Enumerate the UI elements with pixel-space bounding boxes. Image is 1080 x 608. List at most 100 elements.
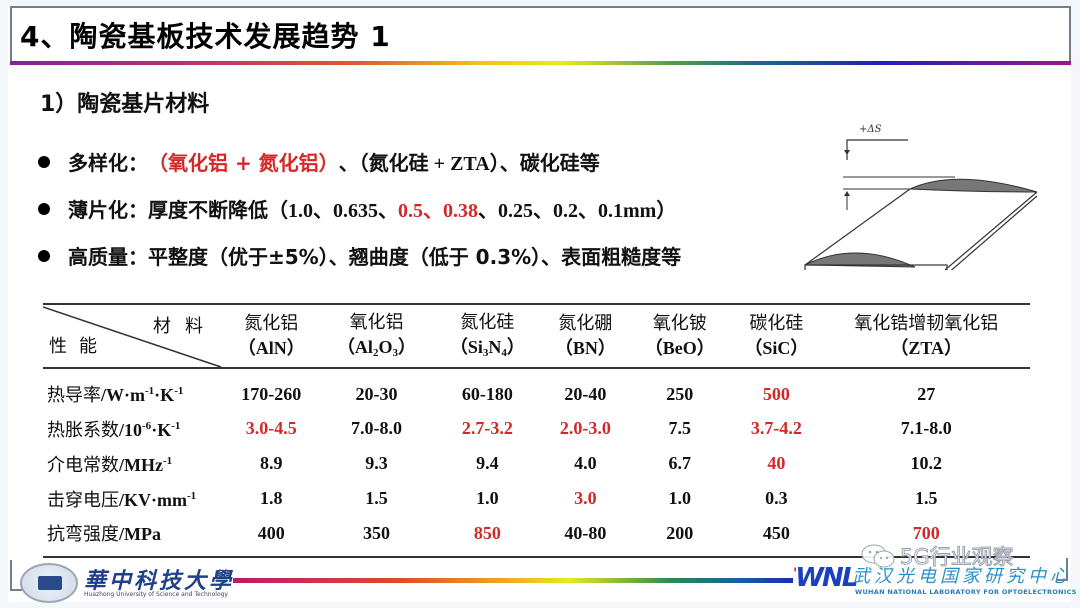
table-cell-highlight: 700 <box>822 516 1030 558</box>
warped-substrate-icon: +ΔS <box>804 124 1038 275</box>
frame-corner-bottom-left-h <box>10 589 22 591</box>
table-cell: 1.8 <box>260 488 283 508</box>
column-header-sic: 碳化硅 （SiC） <box>730 303 823 369</box>
column-name: 氧化铝 <box>349 311 404 333</box>
bullet-highlight: （氧化铝 + 氮化铝） <box>148 151 339 175</box>
column-formula: （Al2O3） <box>336 337 416 360</box>
table-cell: 9.3 <box>365 453 388 473</box>
column-formula: （AlN） <box>237 338 305 358</box>
column-name: 氧化铍 <box>652 312 707 334</box>
row-label-unit: /KV·mm-1 <box>119 489 197 510</box>
wechat-icon <box>861 544 895 568</box>
row-label-breakdown-voltage: 击穿电压/KV·mm-1 <box>43 481 223 516</box>
ceramic-properties-table: 材料 性能 氮化铝 （AlN） 氧化铝 （Al2O3） 氮化硅 （Si3N4） … <box>43 303 1030 558</box>
watermark-text: 5G行业观察 <box>900 545 1015 570</box>
table-cell: 20-30 <box>355 383 398 404</box>
svg-text:+ΔS: +ΔS <box>859 124 882 135</box>
column-name: 氧化锆增韧氧化铝 <box>854 312 999 334</box>
bullet-text: 、（氮化硅 + ZTA）、碳化硅等 <box>338 153 600 175</box>
hust-logo-text: 華中科技大學 <box>84 568 235 594</box>
table-header-row: 材料 性能 氮化铝 （AlN） 氧化铝 （Al2O3） 氮化硅 （Si3N4） … <box>43 303 1030 369</box>
table-cell: 10.2 <box>910 453 942 473</box>
frame-corner-bottom-right-h <box>1056 579 1068 581</box>
row-label-thermal-conductivity: 热导率/W·m-1·K-1 <box>43 368 223 411</box>
table-cell: 1.5 <box>914 488 938 508</box>
column-name: 氮化硅 <box>460 311 515 333</box>
table-cell: 200 <box>629 516 731 558</box>
corner-properties-label: 性能 <box>49 335 109 357</box>
table-row: 介电常数/MHz-1 8.9 9.3 9.4 4.0 6.7 40 10.2 <box>43 446 1030 481</box>
column-header-aln: 氮化铝 （AlN） <box>223 303 320 369</box>
row-label-cn: 抗弯强度 <box>47 524 119 545</box>
row-label-unit: /MPa <box>119 524 161 544</box>
formula-text: SiC <box>762 338 791 358</box>
table-cell: 1.5 <box>365 488 388 508</box>
row-label-cn: 击穿电压 <box>47 489 119 511</box>
section-subtitle: 1）陶瓷基片材料 <box>40 92 210 117</box>
wnl-mark-text: WNL <box>795 563 858 593</box>
formula-text: ZTA <box>908 338 945 358</box>
table-cell: 7.5 <box>668 418 692 438</box>
table-row: 击穿电压/KV·mm-1 1.8 1.5 1.0 3.0 1.0 0.3 1.5 <box>43 481 1030 516</box>
bullet-text: 厚度不断降低（1.0、0.635、 <box>148 200 398 222</box>
table-row: 热导率/W·m-1·K-1 170-260 20-30 60-180 20-40… <box>43 368 1030 411</box>
formula-text: AlN <box>255 338 287 358</box>
bullet-list: 多样化： （氧化铝 + 氮化铝） 、（氮化硅 + ZTA）、碳化硅等 薄片化： … <box>38 138 681 279</box>
table-cell: 0.3 <box>765 488 788 508</box>
column-name: 碳化硅 <box>749 312 804 334</box>
hust-logo-english: Huazhong University of Science and Techn… <box>84 591 228 598</box>
corner-materials-label: 材料 <box>153 316 217 337</box>
footer-rainbow-divider <box>233 578 793 583</box>
bullet-text: 平整度（优于±5%）、翘曲度（低于 0.3%）、表面粗糙度等 <box>148 245 682 269</box>
wnl-logo-english: WUHAN NATIONAL LABORATORY FOR OPTOELECTR… <box>855 588 1077 596</box>
row-label-unit: /10-6·K-1 <box>119 419 181 440</box>
row-label-unit: /W·m-1·K-1 <box>101 385 184 405</box>
row-label-dielectric-constant: 介电常数/MHz-1 <box>43 446 223 481</box>
frame-border-right <box>1069 6 1071 62</box>
column-formula: （ZTA） <box>890 338 963 358</box>
title-rainbow-divider <box>10 61 1071 65</box>
table-cell-highlight: 2.0-3.0 <box>559 418 611 438</box>
wnl-logo-text: 武汉光电国家研究中心 <box>852 566 1072 587</box>
bullet-dot-icon <box>38 202 50 215</box>
table-cell: 20-40 <box>564 383 607 404</box>
bullet-dot-icon <box>38 249 50 262</box>
column-name: 氮化硼 <box>558 312 613 334</box>
bullet-thinning: 薄片化： 厚度不断降低（1.0、0.635、 0.5、0.38 、0.25、0.… <box>38 185 681 232</box>
table-cell: 6.7 <box>668 453 692 473</box>
column-header-zta: 氧化锆增韧氧化铝 （ZTA） <box>822 303 1030 369</box>
table-cell: 7.1-8.0 <box>900 418 952 438</box>
table-row: 抗弯强度/MPa 400 350 850 40-80 200 450 700 <box>43 516 1030 558</box>
table-row: 热胀系数/10-6·K-1 3.0-4.5 7.0-8.0 2.7-3.2 2.… <box>43 411 1030 446</box>
table-cell: 8.9 <box>260 453 283 473</box>
table-cell: 60-180 <box>461 383 513 404</box>
table-cell: 1.0 <box>668 488 692 508</box>
table-cell: 4.0 <box>574 453 597 473</box>
row-label-unit: /MHz-1 <box>119 454 173 475</box>
row-label-cn: 热胀系数 <box>47 419 119 441</box>
substrate-warpage-figure: +ΔS <box>795 110 1045 275</box>
bullet-label: 多样化： <box>68 151 148 175</box>
row-label-flexural-strength: 抗弯强度/MPa <box>43 516 223 558</box>
table-cell: 7.0-8.0 <box>350 418 402 438</box>
frame-corner-bottom-left <box>10 560 12 590</box>
column-formula: （BN） <box>554 338 616 358</box>
column-header-beo: 氧化铍 （BeO） <box>629 303 731 369</box>
bullet-text: 、0.25、0.2、0.1mm） <box>478 200 677 222</box>
bullet-highlight: 0.5、0.38 <box>398 200 478 222</box>
bullet-diversification: 多样化： （氧化铝 + 氮化铝） 、（氮化硅 + ZTA）、碳化硅等 <box>38 138 681 185</box>
bullet-label: 高质量： <box>68 245 148 269</box>
table-cell: 400 <box>223 516 320 558</box>
table-cell: 450 <box>730 516 823 558</box>
table-cell: 1.0 <box>476 488 499 508</box>
table-cell: 9.4 <box>476 453 499 473</box>
frame-corner-bottom-right <box>1066 558 1068 580</box>
column-header-si3n4: 氮化硅 （Si3N4） <box>433 303 542 369</box>
table-cell: 27 <box>917 383 936 404</box>
diagonal-divider <box>43 306 222 368</box>
table-cell: 250 <box>666 383 694 404</box>
table-cell-highlight: 3.7-4.2 <box>750 418 802 438</box>
table-cell-highlight: 850 <box>433 516 542 558</box>
bullet-label: 薄片化： <box>68 198 148 222</box>
column-formula: （BeO） <box>644 338 715 358</box>
